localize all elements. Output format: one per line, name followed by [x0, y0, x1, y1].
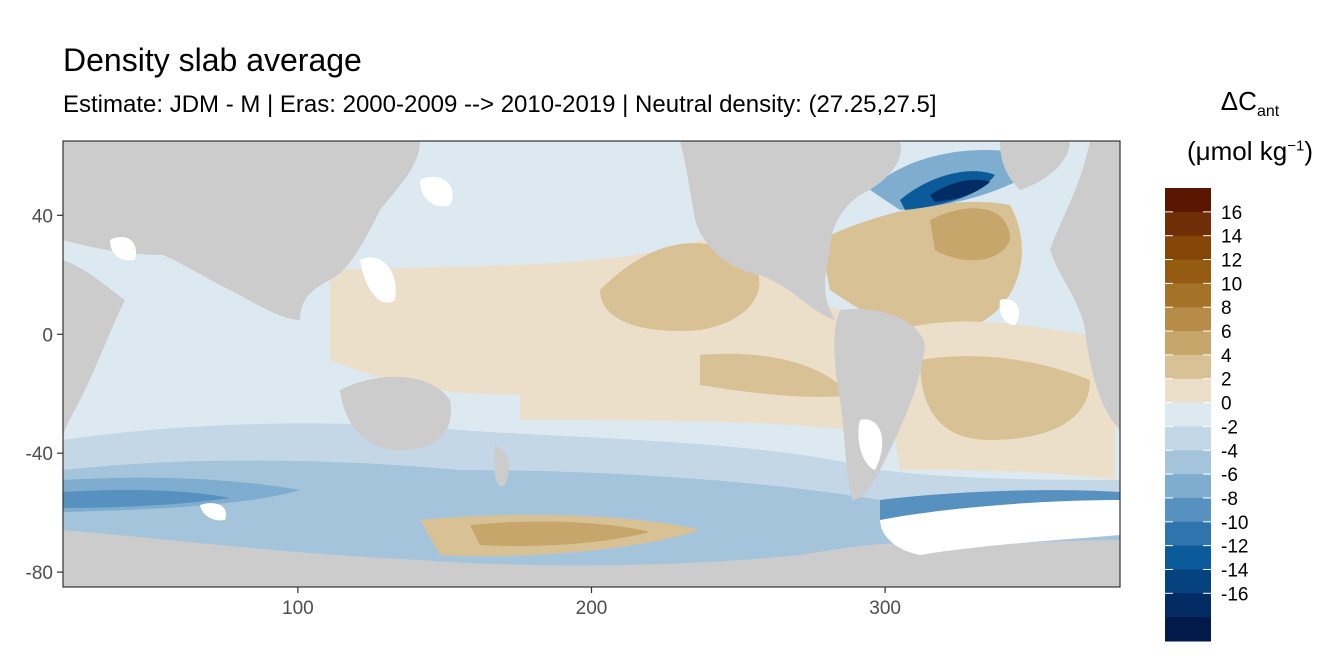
colorbar-swatch — [1165, 283, 1211, 308]
indian-sector-core — [63, 490, 230, 508]
colorbar-label: 2 — [1221, 370, 1232, 391]
colorbar-swatch — [1165, 378, 1211, 404]
land-africa-east — [63, 260, 125, 440]
colorbar-swatch — [1165, 497, 1211, 523]
land — [63, 141, 1120, 587]
colorbar-label: 10 — [1221, 274, 1242, 295]
colorbar-label: 8 — [1221, 298, 1232, 319]
ross-sea-core — [470, 521, 650, 547]
x-tick-label: 100 — [282, 598, 314, 619]
colorbar-label: 14 — [1221, 227, 1243, 248]
colorbar-label: -6 — [1221, 465, 1238, 486]
no-data — [110, 176, 1120, 555]
legend-title-symbol: ΔCant — [1160, 86, 1340, 121]
colorbar-swatch — [1165, 211, 1211, 237]
colorbar-label: 12 — [1221, 251, 1242, 272]
colorbar-swatch — [1165, 259, 1211, 284]
x-tick-label: 200 — [576, 598, 608, 619]
land-antarctica — [63, 530, 1120, 587]
no-data-north-pacific-margin — [420, 176, 453, 207]
colorbar-swatch — [1165, 188, 1211, 213]
east-pacific-positive — [700, 353, 850, 397]
legend-unit-exponent: −1 — [1287, 137, 1305, 155]
map-panel — [63, 141, 1120, 587]
colorbar-label: -2 — [1221, 417, 1238, 438]
colorbar-swatch — [1165, 235, 1211, 261]
land-asia — [63, 141, 420, 320]
colorbar-swatch — [1165, 307, 1211, 332]
no-data-patagonia-shelf — [858, 419, 883, 470]
central-pacific-positive — [600, 243, 760, 331]
colorbar-swatch — [1165, 521, 1211, 547]
land-australia — [340, 376, 451, 450]
land-new-zealand — [494, 445, 510, 487]
y-tick-label: 40 — [32, 206, 53, 227]
colorbar-label: 0 — [1221, 394, 1232, 415]
colorbar-label: 6 — [1221, 322, 1232, 343]
no-data-red-sea — [110, 236, 136, 261]
colorbar-swatch — [1165, 331, 1211, 356]
labrador-sea-core — [930, 179, 990, 202]
y-tick-label: 0 — [42, 325, 53, 346]
legend-title-unit: (μmol kg−1) — [1160, 136, 1340, 167]
colorbar-label: -8 — [1221, 489, 1238, 510]
colorbar-swatch — [1165, 593, 1211, 618]
no-data-indonesia — [360, 257, 396, 303]
y-tick-label: -40 — [26, 444, 53, 465]
colorbar-swatch — [1165, 354, 1211, 380]
colorbar-label: 16 — [1221, 203, 1242, 224]
colorbar-label: -14 — [1221, 560, 1249, 581]
colorbar-label: -16 — [1221, 584, 1248, 605]
colorbar-swatch — [1165, 569, 1211, 594]
colorbar-label: -10 — [1221, 513, 1248, 534]
colorbar-swatch — [1165, 474, 1211, 499]
legend-title-subscript: ant — [1256, 103, 1280, 121]
plot-subtitle: Estimate: JDM - M | Eras: 2000-2009 --> … — [63, 91, 937, 118]
land-north-america — [680, 141, 901, 320]
colorbar-swatch — [1165, 450, 1211, 475]
x-axis: 100 200 300 — [282, 587, 901, 619]
colorbar-swatch — [1165, 617, 1211, 642]
legend-unit-suffix: ) — [1304, 136, 1313, 166]
colorbar-label: 4 — [1221, 346, 1232, 367]
no-data-gulf-guinea — [999, 299, 1020, 325]
colorbar-swatch — [1165, 426, 1211, 451]
x-tick-label: 300 — [869, 598, 901, 619]
colorbar-swatch — [1165, 402, 1211, 427]
no-data-weddell — [880, 500, 1120, 555]
y-axis: 40 0 -40 -80 — [26, 206, 63, 584]
legend-title-delta-c: ΔC — [1220, 86, 1257, 116]
colorbar-label: -12 — [1221, 537, 1248, 558]
colorbar-swatch — [1165, 545, 1211, 570]
south-atlantic-positive — [920, 356, 1090, 440]
north-atlantic-core — [930, 208, 1010, 261]
colorbar-label: -4 — [1221, 441, 1238, 462]
no-data-kerguelen — [200, 503, 226, 521]
legend-unit-prefix: (μmol kg — [1187, 136, 1288, 166]
y-tick-label: -80 — [26, 563, 53, 584]
plot-title: Density slab average — [63, 42, 362, 78]
land-europe-africa — [1050, 141, 1120, 430]
land-greenland — [1000, 141, 1070, 190]
land-south-america — [834, 309, 925, 500]
